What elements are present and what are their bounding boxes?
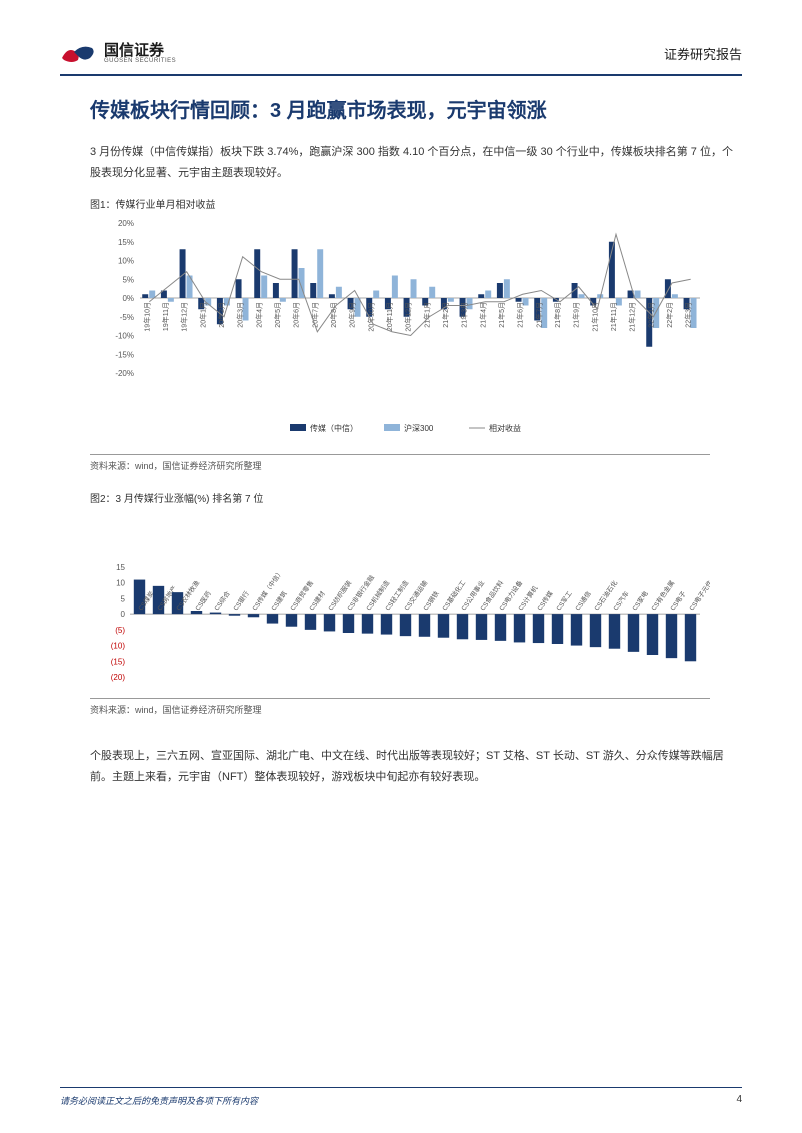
svg-text:CS汽车: CS汽车 bbox=[611, 588, 631, 612]
svg-text:20年5月: 20年5月 bbox=[273, 302, 282, 328]
svg-text:相对收益: 相对收益 bbox=[489, 423, 521, 433]
svg-text:CS建筑: CS建筑 bbox=[269, 588, 289, 612]
svg-text:21年6月: 21年6月 bbox=[516, 302, 525, 328]
svg-text:CS通信: CS通信 bbox=[573, 588, 593, 612]
svg-text:5%: 5% bbox=[122, 275, 134, 284]
svg-text:15%: 15% bbox=[118, 238, 134, 247]
svg-text:20年10月: 20年10月 bbox=[366, 302, 375, 332]
svg-text:20年1月: 20年1月 bbox=[198, 302, 207, 328]
svg-text:19年12月: 19年12月 bbox=[180, 302, 189, 332]
disclaimer: 请务必阅读正文之后的免责声明及各项下所有内容 bbox=[60, 1094, 258, 1107]
page-title: 传媒板块行情回顾：3 月跑赢市场表现，元宇宙领涨 bbox=[90, 96, 742, 126]
logo-icon bbox=[60, 40, 96, 66]
svg-text:(10): (10) bbox=[111, 641, 126, 650]
fig1-chart: -20% -15% -10% -5% 0% 5% 10% 15% 20% 19年10月 19年11月… bbox=[90, 213, 710, 448]
svg-text:20年12月: 20年12月 bbox=[404, 302, 413, 332]
page-number: 4 bbox=[736, 1094, 742, 1107]
company-name-en: GUOSEN SECURITIES bbox=[104, 58, 176, 64]
svg-text:20年8月: 20年8月 bbox=[329, 302, 338, 328]
svg-text:CS电子元件: CS电子元件 bbox=[687, 578, 710, 612]
svg-text:21年9月: 21年9月 bbox=[572, 302, 581, 328]
svg-text:20年9月: 20年9月 bbox=[348, 302, 357, 328]
svg-text:(20): (20) bbox=[111, 673, 126, 682]
company-name: 国信证券 bbox=[104, 43, 176, 58]
report-type: 证券研究报告 bbox=[664, 44, 742, 63]
svg-text:15: 15 bbox=[116, 563, 125, 572]
svg-text:0: 0 bbox=[121, 610, 126, 619]
svg-text:0%: 0% bbox=[122, 294, 134, 303]
fig2-caption: 图2：3 月传媒行业涨幅(%) 排名第 7 位 bbox=[90, 490, 742, 505]
svg-text:传媒（中信）: 传媒（中信） bbox=[310, 423, 358, 433]
svg-text:20年11月: 20年11月 bbox=[385, 302, 394, 331]
paragraph-2: 个股表现上，三六五网、宣亚国际、湖北广电、中文在线、时代出版等表现较好；ST 艾… bbox=[90, 746, 742, 788]
svg-text:19年11月: 19年11月 bbox=[161, 302, 170, 331]
svg-text:-5%: -5% bbox=[120, 313, 134, 322]
svg-text:(15): (15) bbox=[111, 657, 126, 666]
paragraph-1: 3 月份传媒（中信传媒指）板块下跌 3.74%，跑赢沪深 300 指数 4.10… bbox=[90, 142, 742, 184]
svg-text:21年8月: 21年8月 bbox=[553, 302, 562, 328]
svg-text:20年6月: 20年6月 bbox=[292, 302, 301, 328]
svg-text:20年4月: 20年4月 bbox=[254, 302, 263, 328]
fig1-caption: 图1：传媒行业单月相对收益 bbox=[90, 196, 742, 211]
svg-text:CS家电: CS家电 bbox=[630, 588, 650, 612]
svg-text:CS军工: CS军工 bbox=[555, 589, 574, 612]
svg-text:沪深300: 沪深300 bbox=[404, 423, 434, 433]
svg-text:20%: 20% bbox=[118, 219, 134, 228]
svg-text:19年10月: 19年10月 bbox=[142, 302, 151, 332]
svg-text:10: 10 bbox=[116, 578, 125, 587]
logo-block: 国信证券 GUOSEN SECURITIES bbox=[60, 40, 176, 66]
svg-text:CS建材: CS建材 bbox=[307, 588, 327, 612]
fig2-chart: 051015(5)(10)(15)(20)CS煤炭CS房地产CS农林牧渔CS医药… bbox=[90, 507, 710, 692]
svg-text:CS钢铁: CS钢铁 bbox=[421, 588, 441, 612]
svg-text:-20%: -20% bbox=[115, 369, 134, 378]
svg-text:CS医药: CS医药 bbox=[193, 588, 213, 612]
svg-text:5: 5 bbox=[121, 594, 126, 603]
svg-text:CS传媒: CS传媒 bbox=[535, 588, 555, 612]
svg-text:20年3月: 20年3月 bbox=[236, 302, 245, 328]
svg-text:21年1月: 21年1月 bbox=[422, 302, 431, 328]
fig2-source: 资料来源：wind，国信证券经济研究所整理 bbox=[90, 698, 710, 716]
svg-text:10%: 10% bbox=[118, 256, 134, 265]
svg-text:CS电子: CS电子 bbox=[668, 588, 688, 612]
fig1-source: 资料来源：wind，国信证券经济研究所整理 bbox=[90, 454, 710, 472]
footer: 请务必阅读正文之后的免责声明及各项下所有内容 4 bbox=[60, 1087, 742, 1107]
svg-text:-15%: -15% bbox=[115, 350, 134, 359]
svg-text:21年5月: 21年5月 bbox=[497, 302, 506, 328]
svg-text:21年4月: 21年4月 bbox=[478, 302, 487, 328]
svg-text:21年7月: 21年7月 bbox=[534, 302, 543, 328]
svg-text:CS综合: CS综合 bbox=[212, 588, 232, 612]
svg-text:-10%: -10% bbox=[115, 331, 134, 340]
svg-text:22年2月: 22年2月 bbox=[665, 302, 674, 328]
svg-text:21年12月: 21年12月 bbox=[628, 302, 637, 332]
svg-text:(5): (5) bbox=[115, 626, 125, 635]
svg-text:CS银行: CS银行 bbox=[231, 588, 251, 612]
header: 国信证券 GUOSEN SECURITIES 证券研究报告 bbox=[60, 40, 742, 76]
svg-text:21年11月: 21年11月 bbox=[609, 302, 618, 331]
svg-text:22年3月: 22年3月 bbox=[684, 302, 693, 328]
